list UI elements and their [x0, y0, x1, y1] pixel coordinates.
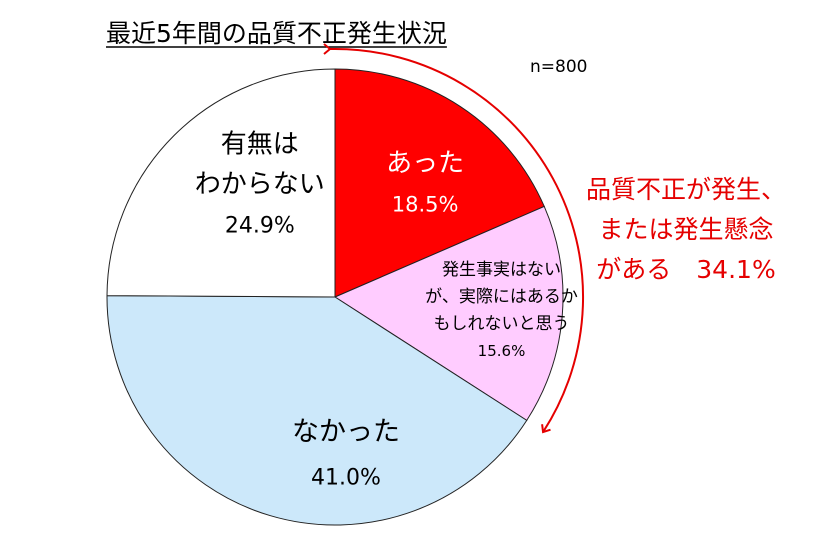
slice-value-label: 41.0% — [311, 466, 381, 491]
slice-value-label: 18.5% — [392, 192, 459, 216]
chart-title-group: 最近5年間の品質不正発生状況 — [106, 19, 447, 48]
slice-label: 有無は — [221, 129, 299, 159]
slice-label: なかった — [292, 417, 400, 448]
annotation-line: 品質不正が発生、 — [586, 175, 786, 204]
slice-label: もしれないと思う — [434, 314, 570, 334]
bracket-arrow — [323, 43, 585, 434]
chart-title: 最近5年間の品質不正発生状況 — [106, 19, 447, 48]
slice-label: わからない — [195, 169, 325, 199]
slice-value-label: 24.9% — [225, 213, 295, 238]
slice-label: が、実際にはあるか — [425, 287, 578, 307]
sample-size-note: n=800 — [530, 57, 587, 77]
pie-slice — [106, 68, 336, 298]
slice-label: あった — [386, 148, 464, 178]
annotation-line: がある 34.1% — [596, 255, 775, 284]
slice-value-label: 15.6% — [478, 342, 526, 360]
slice-label: 発生事実はない — [442, 260, 561, 280]
annotation-line: または発生懸念 — [598, 215, 773, 244]
